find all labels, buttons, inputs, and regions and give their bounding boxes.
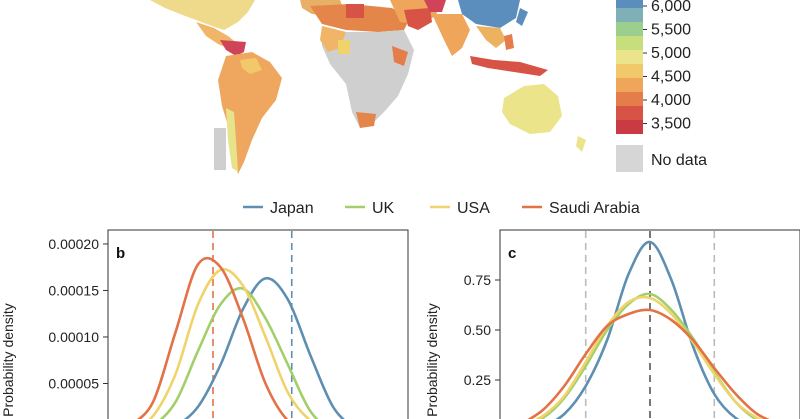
colorbar-swatch xyxy=(616,0,643,8)
no-data-swatch xyxy=(616,145,643,172)
legend-item-label: USA xyxy=(457,200,490,217)
map-australia xyxy=(502,84,562,134)
colorbar-swatch xyxy=(616,64,643,78)
y-tick-label: 0.50 xyxy=(464,322,491,338)
map-india xyxy=(432,14,470,56)
panel-b: b Probability density 0.00020 0.00015 0.00… xyxy=(0,229,409,419)
y-tick-label: 0.00015 xyxy=(48,282,99,298)
map-japan-korea xyxy=(516,8,528,26)
world-map xyxy=(150,0,586,174)
legend: Japan UK USA Saudi Arabia xyxy=(243,200,640,217)
colorbar-tick-label: 4,000 xyxy=(651,92,691,109)
panel-c-ylabel: Probability density xyxy=(424,303,440,417)
y-tick-label: 0.00010 xyxy=(48,329,99,345)
colorbar-swatch xyxy=(616,22,643,36)
map-brazil-north xyxy=(240,58,262,74)
colorbar-tick-label: 3,500 xyxy=(651,116,691,133)
colorbar xyxy=(616,0,643,134)
series-line-uk xyxy=(159,286,319,419)
colorbar-swatch xyxy=(616,36,643,50)
map-south-africa xyxy=(356,112,376,128)
map-caribbean xyxy=(220,40,246,56)
colorbar-swatch xyxy=(616,92,643,106)
panel-c: c Probability density 0.75 0.50 0.25 xyxy=(424,229,800,419)
legend-item-label: UK xyxy=(372,200,395,217)
colorbar-swatch xyxy=(616,8,643,22)
series-line-usa xyxy=(148,268,311,419)
no-data-label: No data xyxy=(651,152,707,169)
y-tick-label: 0.25 xyxy=(464,372,491,388)
colorbar-labels: 6,000 5,500 5,000 4,500 4,000 3,500 xyxy=(643,0,691,133)
series-line-japan xyxy=(183,277,345,419)
map-libya xyxy=(346,4,364,18)
map-new-zealand xyxy=(576,136,586,152)
map-east-africa xyxy=(392,46,408,66)
map-chile xyxy=(226,108,238,172)
y-tick-label: 0.00005 xyxy=(48,375,99,391)
colorbar-tick-label: 6,000 xyxy=(651,0,691,15)
map-north-america xyxy=(150,0,255,30)
y-tick-label: 0.00020 xyxy=(48,236,99,252)
legend-item-label: Japan xyxy=(270,200,314,217)
panel-b-ylabel: Probability density xyxy=(0,303,16,417)
map-pakistan xyxy=(424,0,446,12)
colorbar-swatch xyxy=(616,120,643,134)
map-central-africa xyxy=(338,40,350,54)
panel-b-label: b xyxy=(116,245,125,262)
colorbar-swatch xyxy=(616,106,643,120)
map-no-data-region xyxy=(214,128,226,170)
colorbar-tick-label: 5,500 xyxy=(651,22,691,39)
colorbar-tick-label: 4,500 xyxy=(651,69,691,86)
map-china xyxy=(458,0,520,28)
series-line-saudi-arabia xyxy=(136,256,289,419)
colorbar-swatch xyxy=(616,78,643,92)
map-philippines xyxy=(504,34,514,50)
colorbar-tick-label: 5,000 xyxy=(651,45,691,62)
panel-b-frame xyxy=(107,229,409,419)
series-line-saudi-arabia xyxy=(527,308,770,419)
map-se-asia xyxy=(476,26,506,48)
panel-c-label: c xyxy=(508,245,516,262)
legend-item-label: Saudi Arabia xyxy=(549,200,640,217)
colorbar-swatch xyxy=(616,50,643,64)
series-line-japan xyxy=(555,240,740,419)
series-line-usa xyxy=(534,295,763,419)
map-indonesia xyxy=(470,56,548,76)
y-tick-label: 0.75 xyxy=(464,272,491,288)
map-arabia xyxy=(404,8,432,30)
